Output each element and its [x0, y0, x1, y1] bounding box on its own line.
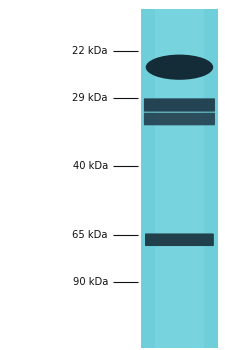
Text: 40 kDa: 40 kDa: [73, 161, 108, 171]
FancyBboxPatch shape: [145, 233, 214, 246]
Text: 22 kDa: 22 kDa: [72, 46, 108, 56]
Text: 65 kDa: 65 kDa: [72, 230, 108, 239]
Text: 29 kDa: 29 kDa: [72, 93, 108, 103]
Bar: [141, 9, 218, 348]
Bar: [155, 9, 204, 348]
Ellipse shape: [146, 55, 213, 80]
FancyBboxPatch shape: [144, 113, 215, 125]
FancyBboxPatch shape: [144, 98, 215, 112]
Text: 90 kDa: 90 kDa: [73, 277, 108, 287]
